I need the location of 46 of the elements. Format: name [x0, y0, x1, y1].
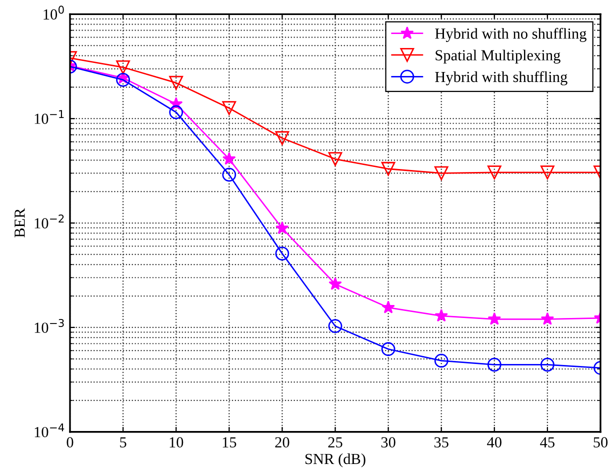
point	[275, 131, 290, 146]
point	[222, 101, 236, 116]
point	[116, 72, 130, 87]
point	[328, 152, 342, 166]
y-tick-label: 10$^{−2}$	[34, 214, 64, 228]
legend-label: Spatial Multiplexing	[436, 50, 560, 64]
x-tick-label: 25	[328, 437, 342, 448]
point	[276, 221, 289, 234]
point	[488, 312, 502, 325]
point	[540, 358, 554, 372]
y-tick-label: 10$^{−3}$	[34, 318, 64, 333]
x-axis-title: SNR (dB)	[305, 453, 366, 468]
point	[540, 166, 554, 180]
x-tick-label: 40	[487, 437, 502, 448]
point	[381, 162, 396, 176]
point	[169, 105, 184, 120]
point	[487, 166, 502, 180]
y-tick-label: 10$^{−4}$	[34, 423, 64, 438]
x-tick-label: 50	[594, 437, 608, 448]
y-tick-label: 10$^{−1}$	[34, 110, 64, 124]
x-tick-label: 30	[381, 437, 396, 448]
x-tick-label: 10	[170, 437, 184, 448]
x-tick-label: 15	[222, 437, 236, 448]
x-tick-label: 45	[540, 437, 554, 448]
point	[328, 277, 342, 290]
point	[275, 246, 290, 261]
point	[169, 76, 184, 90]
point	[328, 319, 342, 334]
point	[434, 166, 448, 180]
point	[222, 168, 236, 182]
point	[434, 308, 448, 322]
point	[381, 342, 396, 356]
legend-label: Hybrid with shuffling	[435, 71, 568, 86]
point	[116, 60, 130, 74]
point	[222, 152, 236, 165]
y-axis-title: BER	[14, 208, 25, 238]
x-tick-label: 0	[66, 437, 74, 448]
point	[540, 312, 554, 325]
x-tick-label: 35	[434, 437, 448, 448]
point	[382, 300, 395, 314]
point	[487, 358, 502, 372]
point	[434, 354, 448, 368]
y-tick-label: 10$^{0}$	[44, 6, 64, 20]
x-tick-label: 5	[120, 437, 126, 448]
legend-label: Hybrid with no shuffling	[435, 28, 586, 42]
x-tick-label: 20	[275, 437, 290, 448]
